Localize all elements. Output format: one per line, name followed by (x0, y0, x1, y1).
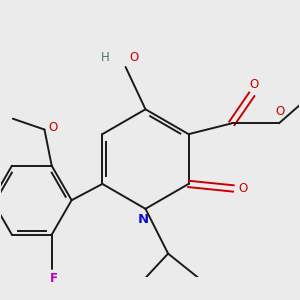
Text: O: O (129, 51, 138, 64)
Text: O: O (48, 121, 57, 134)
Text: N: N (138, 213, 149, 226)
Text: F: F (50, 272, 58, 285)
Text: H: H (100, 51, 109, 64)
Text: O: O (275, 105, 284, 118)
Text: O: O (239, 182, 248, 195)
Text: O: O (250, 78, 259, 91)
